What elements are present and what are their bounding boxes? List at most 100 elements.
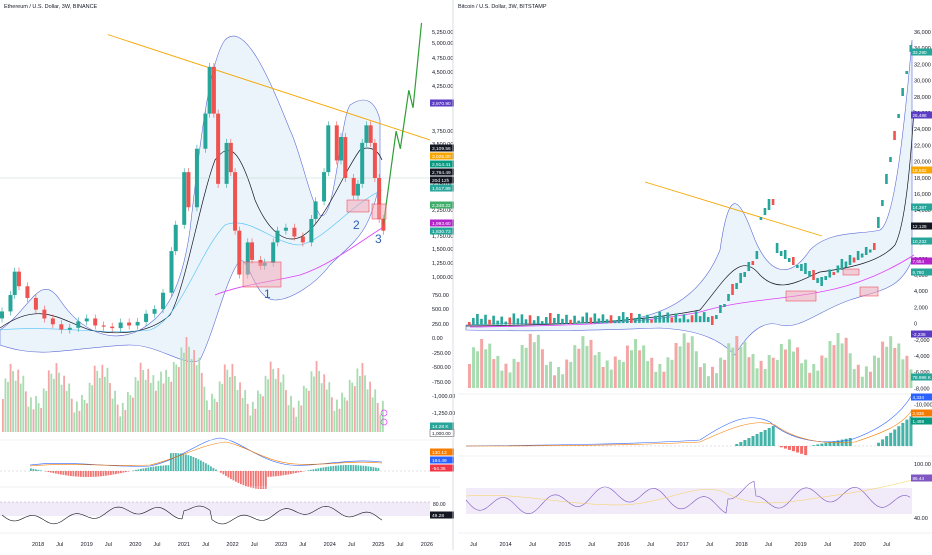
eth-volume-bar [114,391,116,432]
eth-volume-bar [86,403,88,432]
btc-candle [707,317,710,322]
eth-volume-bar [28,407,30,432]
btc-x-tick: 2018 [736,542,748,548]
btc-candle [598,318,601,323]
btc-volume-bar [833,345,836,388]
eth-volume-bar [303,386,305,432]
btc-y-axis[interactable]: 36,00034,00032,00030,00028,00026,00024,0… [914,30,932,522]
btc-chart[interactable]: Bitcoin / U.S. Dollar, 3W, BITSTAMP 36,0… [458,4,932,548]
btc-macd-bar [800,446,803,454]
btc-y-tick: 22,000 [914,143,931,149]
btc-volume-bar [873,356,876,388]
eth-volume-bar [334,411,336,432]
btc-volume-bar [853,369,856,388]
eth-macd-bar [58,471,60,474]
btc-candle [784,250,787,259]
btc-badge-label: 33,290 [913,50,927,55]
eth-macd-bar [360,466,362,471]
btc-volume-bar [496,356,499,388]
btc-candle [747,262,750,271]
eth-candle [301,237,305,243]
btc-volume-bar [646,361,649,388]
btc-candle [622,312,625,323]
eth-volume-bar [214,399,216,432]
eth-volume-bar [10,364,12,432]
btc-volume-bar [845,338,848,388]
eth-macd-bar [308,470,310,471]
btc-volume-bar [756,368,759,388]
btc-volume-bar [525,348,528,388]
eth-y-tick: 1,000.00 [432,275,453,281]
eth-volume-bar [33,409,35,432]
eth-x-tick: Jul [202,542,209,548]
btc-macd-bar [756,434,759,446]
btc-candle [614,320,617,323]
eth-macd-bar [270,471,272,477]
eth-macd-bar [258,471,260,489]
eth-badge-label: 2,914.41 [432,162,451,168]
eth-volume-bar [117,405,119,432]
eth-macd-bar [195,458,197,471]
btc-candle [666,313,669,323]
btc-candle [513,313,516,324]
btc-volume-bar [905,356,908,388]
btc-macd-bar [824,443,827,446]
btc-volume-bar [812,364,815,388]
btc-price-badges: 33,29025,48818,58214,38712,12810,2327,65… [911,49,932,482]
eth-macd-bar [80,471,82,477]
eth-volume-bar [45,391,47,432]
btc-candle [565,315,568,324]
btc-y-tick: 32,000 [914,62,931,68]
btc-candle [828,270,831,278]
eth-volume-bar [288,405,290,432]
btc-macd-line [466,395,912,446]
eth-macd-bar [103,471,105,476]
eth-volume-bar [5,378,7,432]
eth-candle [136,322,140,326]
eth-candle [34,298,38,310]
btc-candle [675,313,678,322]
eth-macd-bar [240,471,242,484]
btc-y-tick: 2,000 [914,305,928,311]
btc-volume-bar [626,346,629,388]
btc-macd-bar [735,444,738,446]
btc-candle [816,278,819,283]
eth-volume-bar [196,365,198,432]
eth-volume-bar [203,387,205,432]
eth-volume-bar [298,401,300,432]
eth-candle [203,114,207,149]
eth-macd-bar [50,471,52,473]
btc-candle [468,322,471,325]
eth-volume-bar [272,369,274,432]
eth-volume-bar [150,383,152,432]
btc-volume-bar [500,371,503,388]
eth-macd-bar [265,471,267,489]
btc-volume-bar [537,335,540,388]
btc-volume-bar [606,360,609,388]
btc-candle [792,257,795,265]
eth-volume-bar [109,383,111,432]
btc-volume-bar [723,360,726,388]
btc-volume-bar [638,350,641,388]
eth-x-tick: Jul [56,542,63,548]
btc-volume-bar [492,359,495,388]
eth-macd-bar [348,465,350,471]
btc-candle [492,316,495,325]
btc-candle [581,317,584,324]
btc-volume-bar [666,357,669,388]
btc-candle [853,258,856,263]
eth-x-tick: 2019 [81,542,93,548]
btc-badge-label: 1,498 [913,419,925,424]
btc-candle [796,265,799,268]
btc-candle [654,316,657,323]
eth-volume-bar [101,365,103,432]
eth-macd-bar [328,467,330,471]
eth-volume-bar [232,364,234,432]
btc-volume-bar [468,364,471,388]
eth-chart[interactable]: Ethereum / U.S. Dollar, 3W, BINANCE 1 2 … [0,0,455,550]
eth-volume-bar [321,383,323,432]
eth-rsi-level: 80.00 [433,502,446,508]
btc-macd-bar [901,423,904,446]
